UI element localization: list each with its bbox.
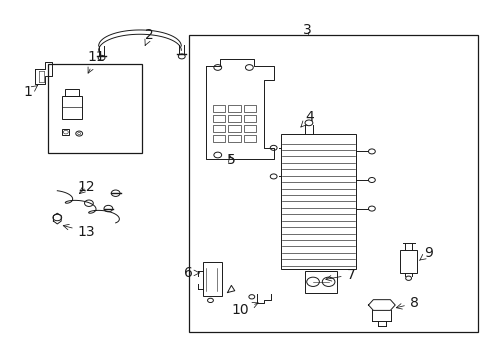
Bar: [244, 135, 256, 143]
Bar: [62, 129, 69, 135]
Bar: [212, 125, 224, 132]
Bar: [62, 96, 81, 119]
Bar: [228, 105, 240, 112]
Text: 4: 4: [300, 111, 314, 127]
Bar: [244, 105, 256, 112]
Bar: [228, 125, 240, 132]
Bar: [203, 262, 221, 296]
Bar: [244, 125, 256, 132]
Text: 5: 5: [226, 153, 235, 167]
Text: 8: 8: [395, 296, 418, 310]
Text: 6: 6: [183, 266, 199, 280]
Text: 12: 12: [78, 180, 95, 194]
Bar: [244, 114, 256, 122]
Bar: [47, 64, 142, 153]
Text: 2: 2: [144, 28, 154, 45]
Bar: [228, 135, 240, 143]
Text: 7: 7: [325, 268, 355, 282]
Text: 11: 11: [87, 50, 105, 73]
Text: 10: 10: [231, 302, 258, 318]
Bar: [188, 35, 477, 332]
Bar: [281, 134, 356, 269]
Bar: [228, 114, 240, 122]
Text: 9: 9: [419, 246, 432, 260]
Bar: [305, 271, 336, 293]
Text: 3: 3: [303, 23, 311, 37]
Bar: [399, 249, 416, 273]
Text: 1: 1: [23, 85, 38, 99]
Bar: [212, 135, 224, 143]
Bar: [64, 89, 79, 96]
Bar: [212, 105, 224, 112]
Bar: [212, 114, 224, 122]
Text: 13: 13: [63, 224, 95, 239]
